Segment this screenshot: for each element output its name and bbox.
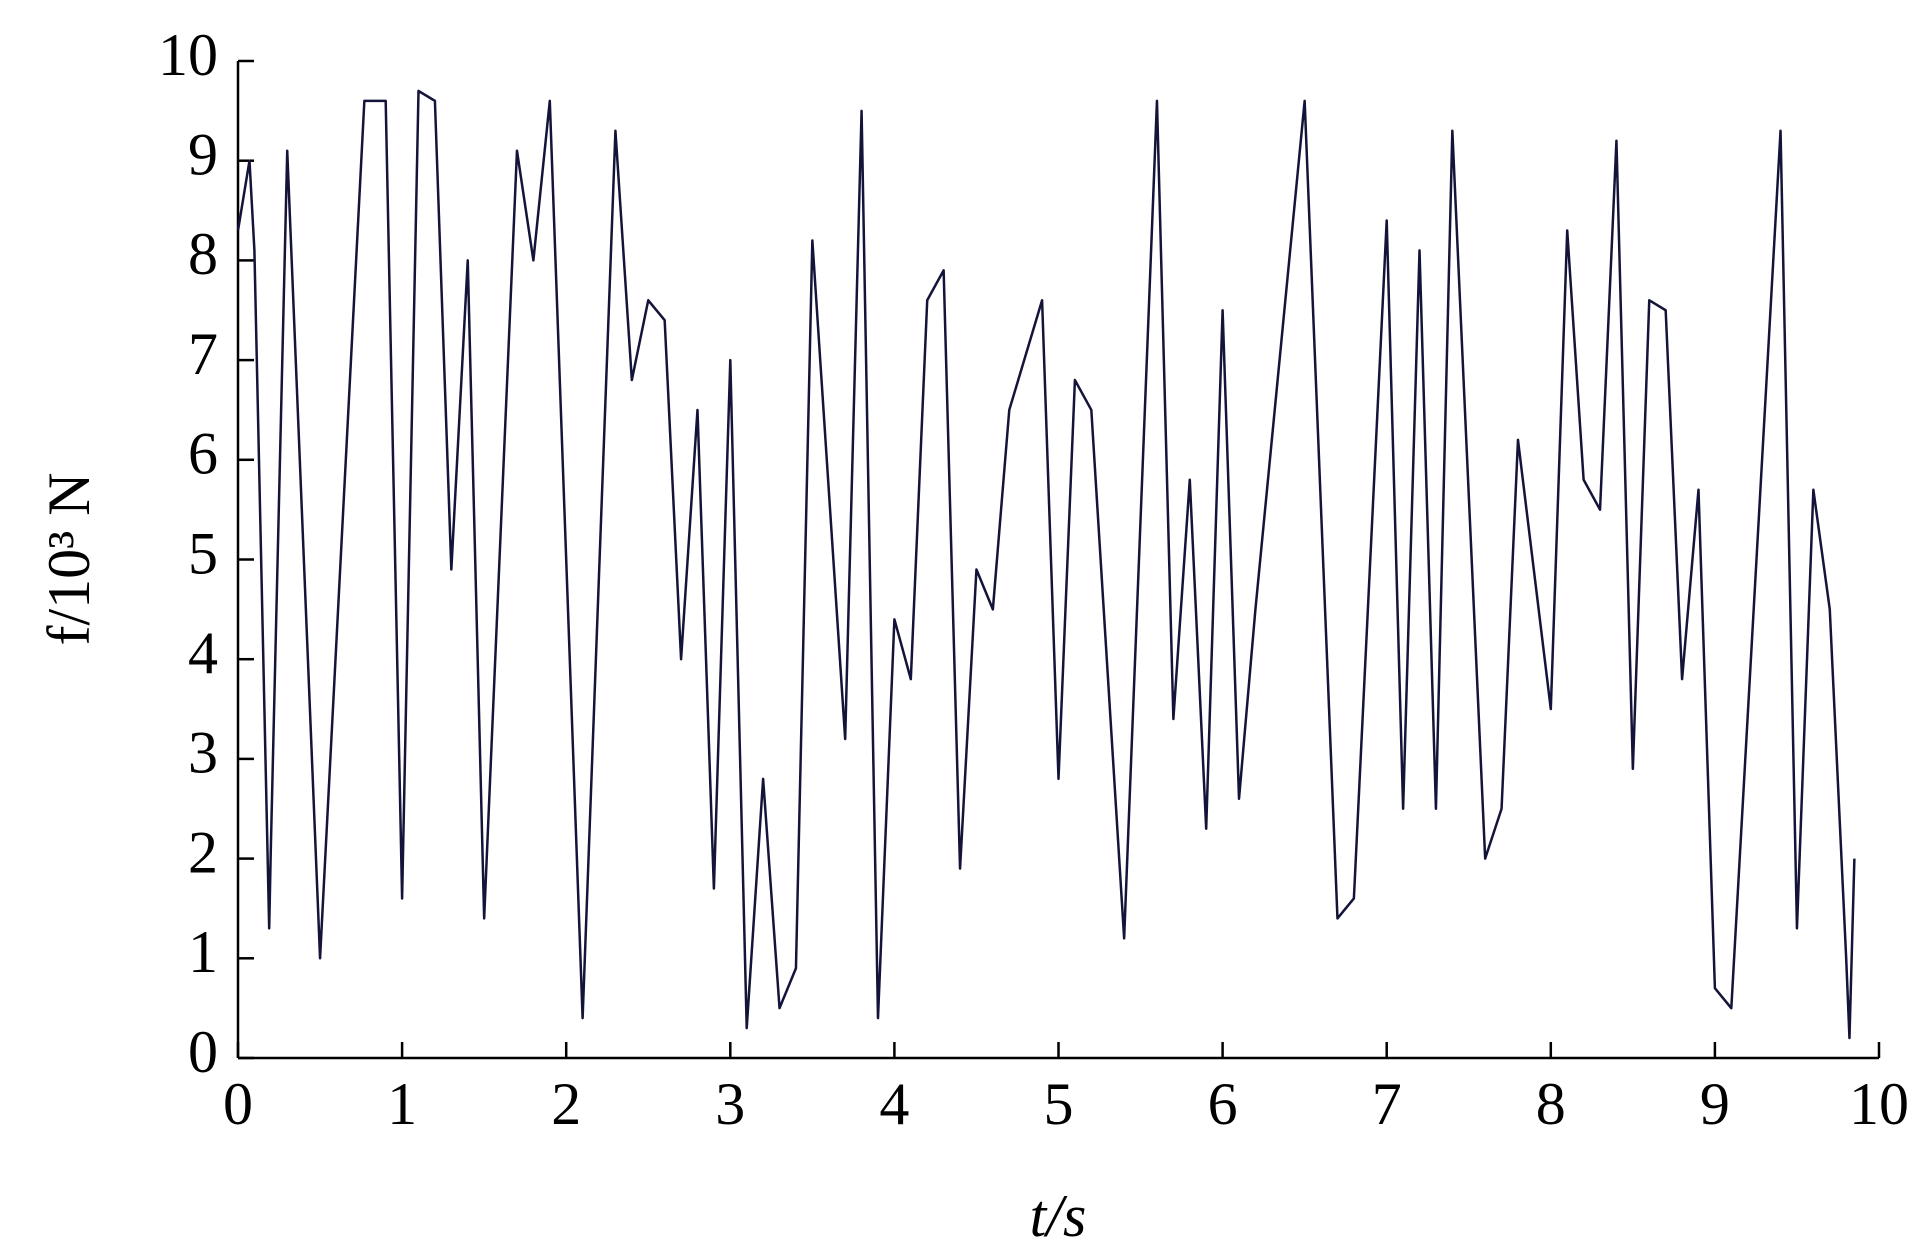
y-tick-label: 4 <box>188 620 218 686</box>
x-tick-label: 3 <box>715 1071 745 1137</box>
x-tick-label: 6 <box>1208 1071 1238 1137</box>
y-tick-label: 7 <box>188 321 218 387</box>
x-tick-label: 9 <box>1700 1071 1730 1137</box>
x-tick-label: 8 <box>1536 1071 1566 1137</box>
y-tick-label: 5 <box>188 520 218 586</box>
y-tick-label: 1 <box>188 919 218 985</box>
y-axis-label: f/10³ N <box>36 473 102 646</box>
x-tick-label: 2 <box>551 1071 581 1137</box>
y-tick-label: 8 <box>188 221 218 287</box>
x-tick-label: 0 <box>223 1071 253 1137</box>
data-line <box>236 89 1856 1040</box>
x-tick-label: 7 <box>1372 1071 1402 1137</box>
y-tick-label: 10 <box>158 22 218 88</box>
y-tick-label: 9 <box>188 121 218 187</box>
x-tick-label: 10 <box>1849 1071 1909 1137</box>
y-tick-label: 6 <box>188 421 218 487</box>
x-tick-label: 5 <box>1044 1071 1074 1137</box>
y-tick-label: 2 <box>188 819 218 885</box>
y-tick-label: 3 <box>188 720 218 786</box>
x-tick-label: 1 <box>387 1071 417 1137</box>
x-tick-label: 4 <box>879 1071 909 1137</box>
x-axis-label: t/s <box>1030 1183 1087 1249</box>
y-tick-label: 0 <box>188 1019 218 1085</box>
